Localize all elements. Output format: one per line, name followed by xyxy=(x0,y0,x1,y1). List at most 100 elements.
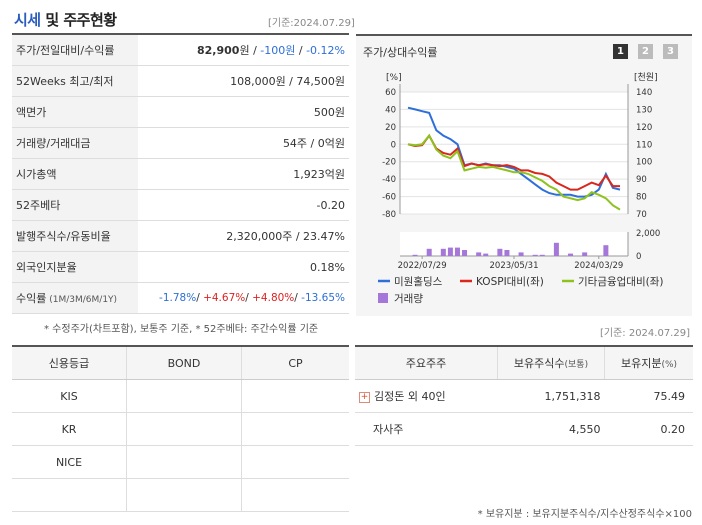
volume-tick-label: 0 xyxy=(636,252,641,262)
col-header: 보유지분(%) xyxy=(604,345,693,380)
right-tick-label: 70 xyxy=(636,210,647,220)
stock-chart: [%] [천원] 60 40 20 0 -20 -40 -60 -80 140 130 120 110 10… xyxy=(378,72,663,305)
row-label: 52Weeks 최고/최저 xyxy=(12,65,138,97)
left-axis-unit: [%] xyxy=(386,73,402,83)
col-header: CP xyxy=(241,345,349,380)
series-line-company xyxy=(407,106,621,198)
cp-cell xyxy=(241,478,349,512)
page-1-button[interactable]: 1 xyxy=(613,44,628,59)
volume-bar xyxy=(483,253,489,256)
left-tick-label: 40 xyxy=(385,105,396,115)
series-line-sector-relative xyxy=(407,133,621,211)
row-value: 1,923억원 xyxy=(138,158,349,190)
left-tick-label: 0 xyxy=(391,140,396,150)
legend-volume: 거래량 xyxy=(394,293,423,305)
left-tick-label: -20 xyxy=(382,158,396,168)
footnote: * 보유지분 : 보유지분주식수/지수산정주식수×100 xyxy=(477,509,692,520)
table-row: KIS xyxy=(12,379,349,413)
legend-swatch xyxy=(378,293,388,303)
table-row: 발행주식수/유동비율 2,320,000주 / 23.47% xyxy=(12,220,349,252)
volume-bar xyxy=(518,252,524,256)
footnote: * 수정주가(차트포함), 보통주 기준, * 52주베타: 주간수익률 기준 xyxy=(44,324,319,335)
table-row: 거래량/거래대금 54주 / 0억원 xyxy=(12,127,349,159)
right-tick-label: 90 xyxy=(636,175,647,185)
table-row: 외국인지분율 0.18% xyxy=(12,251,349,283)
volume-bar xyxy=(603,245,609,256)
agency-cell: NICE xyxy=(12,445,127,479)
volume-plot-area xyxy=(400,232,628,256)
row-label: 52주베타 xyxy=(12,189,138,221)
row-value: 54주 / 0억원 xyxy=(138,127,349,159)
table-row: 수익률 (1M/3M/6M/1Y) -1.78%/ +4.67%/ +4.80%… xyxy=(12,282,349,314)
expand-icon[interactable]: + xyxy=(359,391,370,403)
table-row: 52Weeks 최고/최저 108,000원 / 74,500원 xyxy=(12,65,349,97)
right-tick-label: 130 xyxy=(636,105,652,115)
volume-bar xyxy=(440,248,446,256)
volume-tick-label: 2,000 xyxy=(636,229,660,239)
volume-bar xyxy=(476,252,482,256)
plot-area xyxy=(400,92,628,214)
right-tick-label: 120 xyxy=(636,123,652,133)
reference-date: [기준: 2024.07.29] xyxy=(599,328,690,339)
divider xyxy=(12,33,349,35)
volume-bar xyxy=(568,253,574,256)
cp-cell xyxy=(241,412,349,446)
table-row: 52주베타 -0.20 xyxy=(12,189,349,221)
page-2-button[interactable]: 2 xyxy=(638,44,653,59)
cp-cell xyxy=(241,379,349,413)
row-value: 500원 xyxy=(138,96,349,128)
legend-company: 미원홀딩스 xyxy=(394,275,443,288)
page-3-button[interactable]: 3 xyxy=(663,44,678,59)
volume-bar xyxy=(426,248,432,256)
x-tick-label: 2022/07/29 xyxy=(398,261,447,271)
bond-cell xyxy=(126,412,242,446)
bond-cell xyxy=(126,445,242,479)
pct-cell: 75.49 xyxy=(604,379,693,413)
col-header: BOND xyxy=(126,345,242,380)
credit-rating-table: 신용등급 BOND CP KIS KR NICE xyxy=(12,345,349,512)
left-tick-label: -40 xyxy=(382,175,396,185)
table-row: 주가/전일대비/수익률 82,900원 / -100원 / -0.12% xyxy=(12,35,349,66)
left-tick-label: -80 xyxy=(382,210,396,220)
col-header: 주요주주 xyxy=(355,345,498,380)
volume-bar xyxy=(462,250,468,256)
returns-value: -1.78%/ +4.67%/ +4.80%/ -13.65% xyxy=(138,282,349,314)
holder-name-cell: + 김정돈 외 40인 xyxy=(355,379,498,413)
right-tick-label: 100 xyxy=(636,158,652,168)
legend-kospi-relative: KOSPI대비(좌) xyxy=(476,276,544,288)
table-row xyxy=(12,478,349,512)
holder-name[interactable]: 김정돈 외 40인 xyxy=(374,390,446,403)
volume-bar xyxy=(504,250,510,256)
row-label: 시가총액 xyxy=(12,158,138,190)
right-tick-label: 140 xyxy=(636,88,652,98)
row-label: 주가/전일대비/수익률 xyxy=(12,35,138,66)
row-value: 108,000원 / 74,500원 xyxy=(138,65,349,97)
row-label: 외국인지분율 xyxy=(12,251,138,283)
price-summary-table: 주가/전일대비/수익률 82,900원 / -100원 / -0.12% 52W… xyxy=(12,35,349,314)
col-header: 신용등급 xyxy=(12,345,127,380)
page-title: 시세 및 주주현황 xyxy=(14,11,117,29)
left-tick-label: -60 xyxy=(382,193,396,203)
major-shareholders-table: 주요주주 보유주식수(보통) 보유지분(%) + 김정돈 외 40인 1,751,… xyxy=(355,345,693,446)
row-label: 거래량/거래대금 xyxy=(12,127,138,159)
left-tick-label: 20 xyxy=(385,123,396,133)
x-tick-label: 2023/05/31 xyxy=(490,261,539,271)
agency-cell: KR xyxy=(12,412,127,446)
volume-bar xyxy=(582,252,588,256)
agency-cell: KIS xyxy=(12,379,127,413)
table-row: 자사주 4,550 0.20 xyxy=(355,412,693,446)
table-row: NICE xyxy=(12,445,349,479)
chart-title: 주가/상대수익률 xyxy=(363,46,438,59)
table-row: 액면가 500원 xyxy=(12,96,349,128)
shares-cell: 4,550 xyxy=(497,412,605,446)
holder-name-cell: 자사주 xyxy=(355,412,498,446)
volume-bar xyxy=(497,248,503,256)
agency-cell xyxy=(12,478,127,512)
row-value: -0.20 xyxy=(138,189,349,221)
table-row: KR xyxy=(12,412,349,446)
bond-cell xyxy=(126,379,242,413)
pct-cell: 0.20 xyxy=(604,412,693,446)
right-tick-label: 110 xyxy=(636,140,652,150)
volume-bar xyxy=(532,254,538,256)
bond-cell xyxy=(126,478,242,512)
